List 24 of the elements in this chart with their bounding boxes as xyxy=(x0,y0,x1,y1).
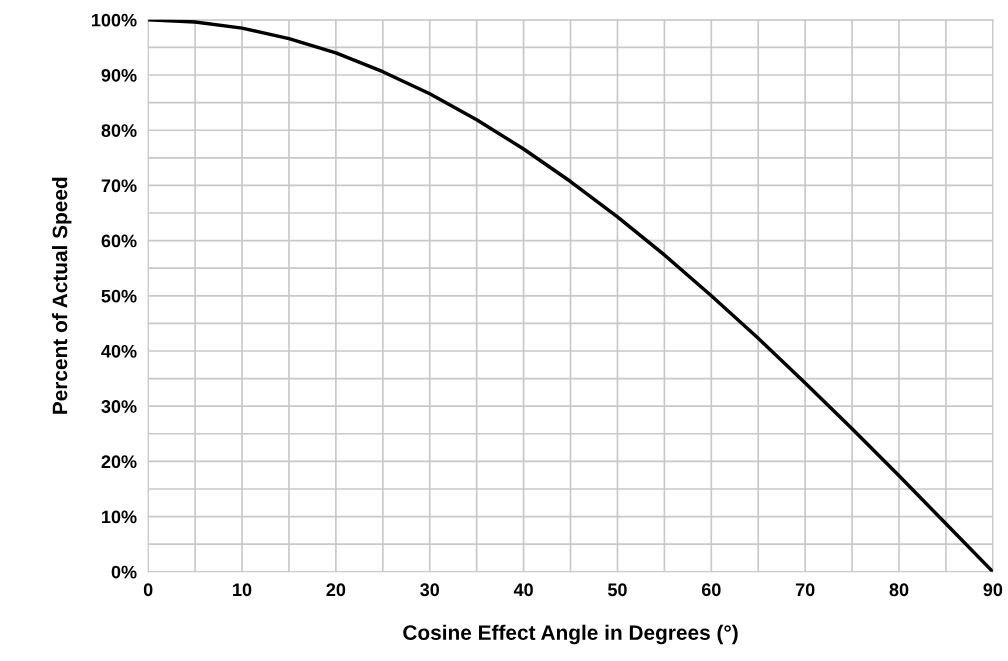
x-tick-label: 40 xyxy=(513,583,533,597)
x-tick-label: 80 xyxy=(889,583,909,597)
x-tick-label: 60 xyxy=(701,583,721,597)
x-tick-label: 30 xyxy=(420,583,440,597)
line-series xyxy=(148,19,993,572)
y-tick-label: 90% xyxy=(101,68,137,82)
x-tick-label: 50 xyxy=(607,583,627,597)
x-tick-label: 10 xyxy=(233,583,252,597)
x-tick-label: 20 xyxy=(326,583,346,597)
y-tick-label: 60% xyxy=(101,234,137,248)
y-tick-label: 20% xyxy=(101,455,137,469)
x-tick-label: 70 xyxy=(795,583,815,597)
y-tick-label: 50% xyxy=(101,289,137,303)
y-tick-label: 0% xyxy=(111,565,137,579)
x-tick-label: 0 xyxy=(143,583,153,597)
y-tick-label: 80% xyxy=(101,124,137,137)
y-tick-label: 100% xyxy=(92,13,137,27)
y-tick-label: 30% xyxy=(101,400,137,413)
y-tick-label: 70% xyxy=(101,179,137,193)
y-tick-label: 40% xyxy=(101,344,137,358)
x-axis-title: Cosine Effect Angle in Degrees (°) xyxy=(403,624,738,645)
y-axis-title: Percent of Actual Speed xyxy=(52,177,72,414)
x-tick-label: 90 xyxy=(983,583,1003,597)
y-tick-label: 10% xyxy=(102,510,137,524)
